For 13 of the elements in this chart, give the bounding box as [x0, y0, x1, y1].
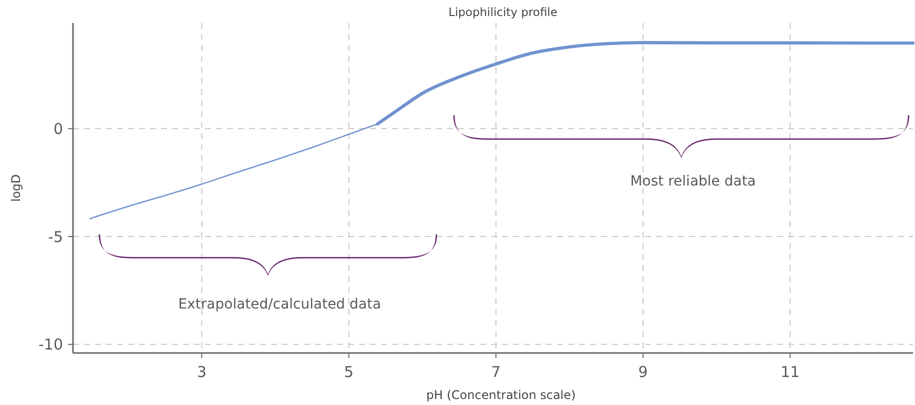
- x-tick-label: 5: [344, 363, 354, 381]
- y-tick-label: 0: [53, 120, 63, 138]
- x-tick-label: 11: [780, 363, 800, 381]
- x-tick-label: 9: [638, 363, 648, 381]
- y-axis-title: logD: [9, 174, 23, 202]
- x-tick-label: 3: [196, 363, 206, 381]
- annotation: Most reliable data: [630, 173, 756, 190]
- annotation: Extrapolated/calculated data: [178, 296, 382, 312]
- x-tick-label: 7: [491, 363, 501, 381]
- chart-title: Lipophilicity profile: [448, 5, 558, 19]
- y-tick-label: -10: [38, 336, 63, 354]
- x-axis-title: pH (Concentration scale): [426, 388, 576, 402]
- y-tick-label: -5: [48, 228, 63, 246]
